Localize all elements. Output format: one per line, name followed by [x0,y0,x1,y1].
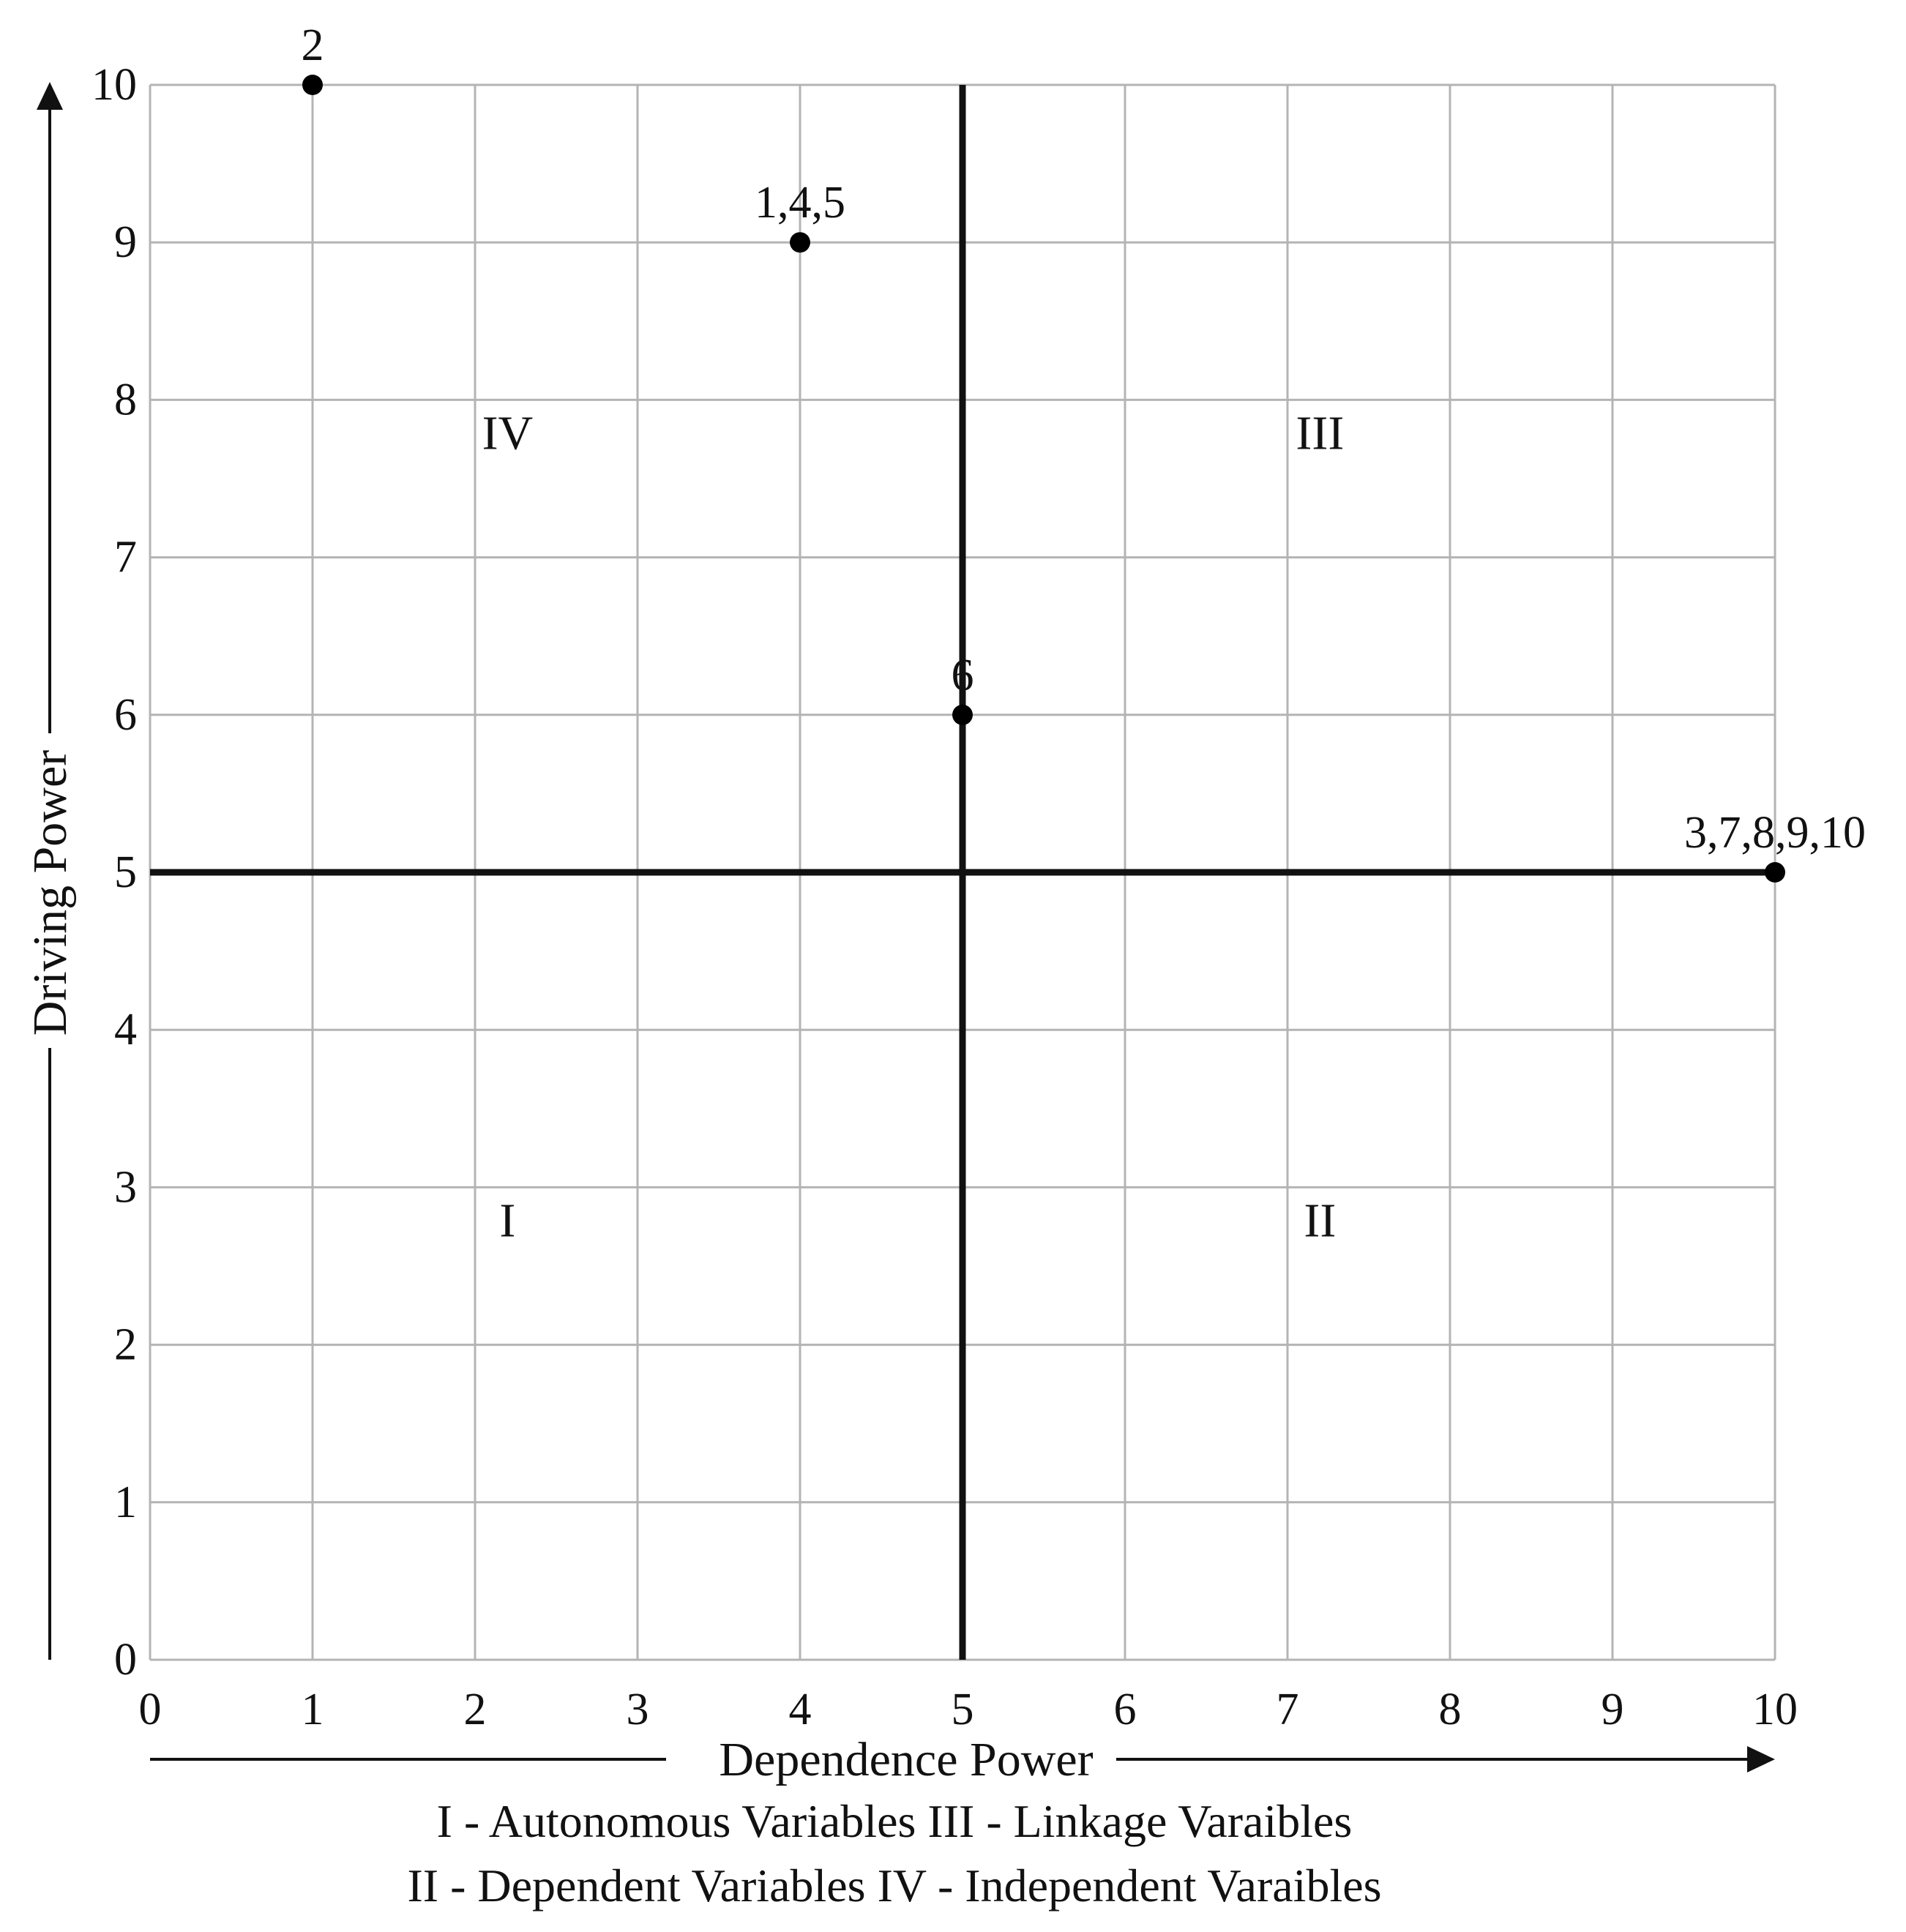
y-tick-label: 3 [114,1162,137,1212]
data-points: 2 1,4,5 6 3,7,8,9,10 [302,20,1866,883]
x-tick-label: 7 [1277,1685,1299,1734]
y-axis-arrowhead [37,82,63,110]
y-tick-label: 8 [114,375,137,424]
tick-labels: 0 1 2 3 4 5 6 7 8 9 10 0 1 2 3 4 5 6 7 8 9 10 [91,60,1798,1734]
legend-line: II - Dependent Variables IV - Independen… [407,1860,1381,1912]
x-tick-label: 1 [302,1685,324,1734]
y-tick-label: 7 [114,533,137,583]
data-point [1765,862,1785,883]
x-tick-label: 3 [627,1685,649,1734]
quadrant-label: II [1304,1194,1336,1247]
y-tick-label: 5 [114,847,137,897]
quadrant-label: IV [482,406,534,460]
x-axis-title: Dependence Power [719,1733,1093,1786]
quadrant-label: I [499,1194,515,1247]
data-point [952,704,973,725]
quadrant-label: III [1296,406,1344,460]
y-tick-label: 1 [114,1478,137,1527]
axis-layer [37,82,1775,1772]
quadrant-dividers [150,85,1775,1660]
x-axis-arrowhead [1747,1746,1775,1772]
x-tick-label: 0 [139,1685,162,1734]
y-axis-title: Driving Power [23,750,77,1036]
data-point [302,75,323,95]
y-tick-label: 4 [114,1005,137,1055]
y-tick-label: 9 [114,217,137,267]
data-point [790,232,810,253]
y-tick-label: 6 [114,690,137,740]
x-tick-label: 5 [952,1685,974,1734]
data-point-label: 3,7,8,9,10 [1684,808,1866,858]
y-tick-label: 2 [114,1320,137,1370]
x-tick-label: 2 [464,1685,487,1734]
x-tick-label: 8 [1439,1685,1462,1734]
x-tick-label: 4 [789,1685,812,1734]
x-tick-label: 10 [1752,1685,1798,1734]
legend-line: I - Autonomous Variables III - Linkage V… [437,1795,1353,1847]
data-point-label: 6 [952,651,974,700]
y-tick-label: 0 [114,1635,137,1685]
y-tick-label: 10 [91,60,137,110]
data-point-label: 1,4,5 [755,178,845,228]
x-tick-label: 9 [1602,1685,1624,1734]
x-tick-label: 6 [1114,1685,1137,1734]
data-point-label: 2 [302,20,324,70]
